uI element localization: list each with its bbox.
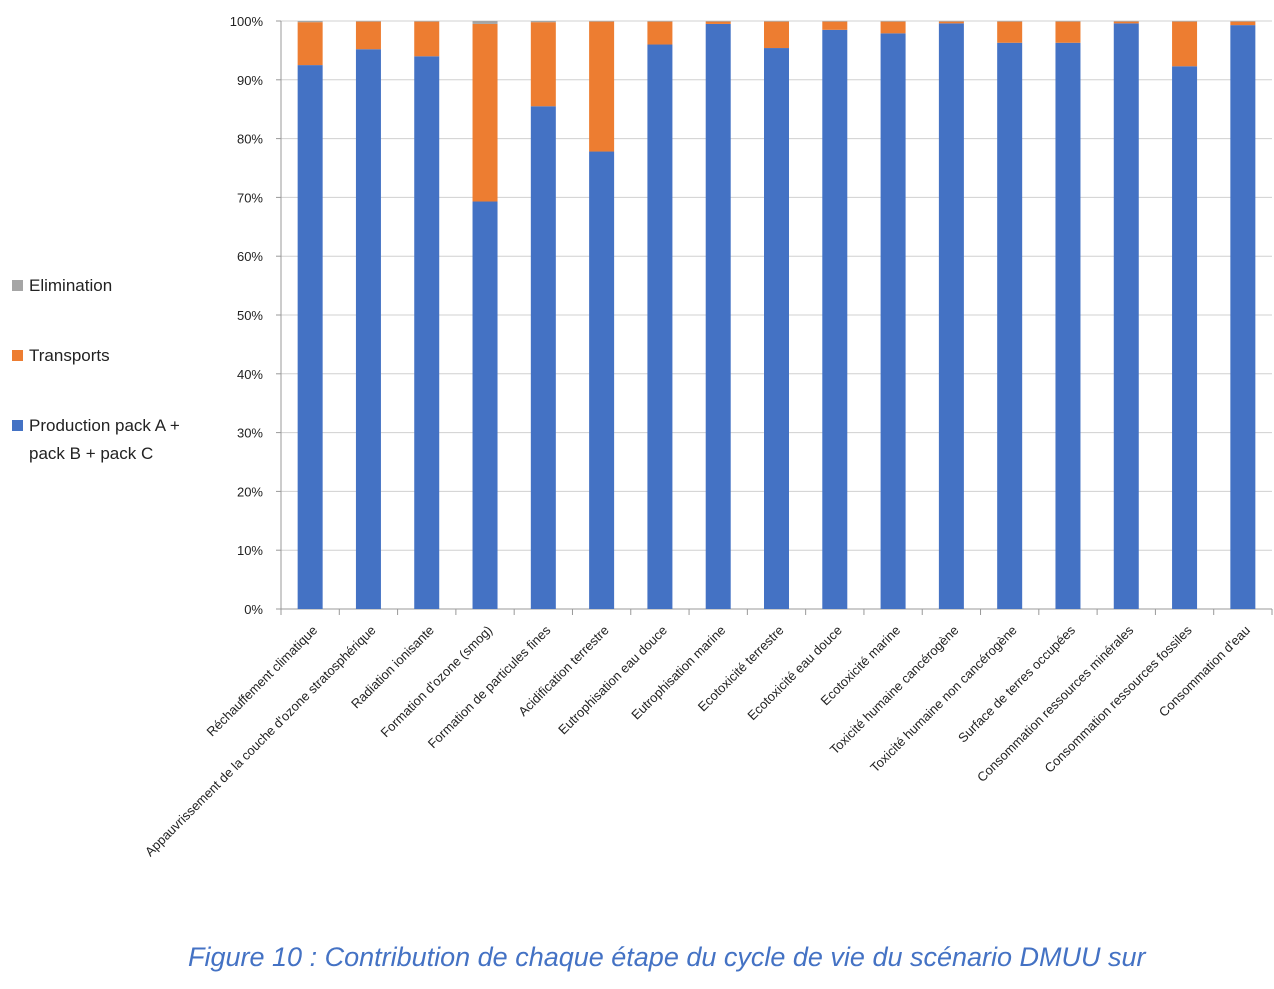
bar-segment [880, 33, 906, 609]
bar-segment [472, 23, 498, 202]
y-tick-label: 90% [237, 73, 263, 88]
bar-segment [1172, 21, 1198, 67]
bar-segment [1230, 25, 1256, 609]
bar-segment [1113, 21, 1139, 24]
bar-segment [297, 21, 323, 23]
bar-segment [764, 21, 789, 22]
bar-segment [1113, 21, 1139, 22]
y-tick-label: 60% [237, 249, 263, 264]
bar-segment [1172, 21, 1198, 22]
bar-segment [414, 21, 440, 57]
legend-item: Elimination [12, 272, 212, 300]
bar-segment [1230, 21, 1256, 26]
bar-segment [938, 23, 964, 610]
legend-swatch [12, 280, 23, 291]
x-tick-label: Formation d'ozone (smog) [378, 623, 496, 741]
bar-segment [705, 21, 731, 24]
bar-segment [997, 21, 1023, 22]
bar-segment [472, 201, 498, 610]
x-tick-label: Eutrophisation eau douce [555, 623, 670, 738]
bar-segment [530, 22, 556, 107]
bar-segment [355, 21, 381, 22]
bar-segment [705, 21, 731, 22]
bar-segment [414, 56, 440, 609]
bar-segment [1055, 21, 1081, 43]
y-tick-label: 80% [237, 132, 263, 147]
bar-segment [880, 21, 906, 34]
bar-segment [880, 21, 906, 22]
bar-segment [647, 21, 673, 22]
x-tick-label: Formation de particules fines [425, 622, 554, 751]
y-tick-label: 100% [230, 14, 264, 29]
y-tick-label: 30% [237, 426, 263, 441]
y-tick-label: 10% [237, 543, 263, 558]
bar-segment [472, 21, 498, 24]
bar-segment [589, 21, 615, 22]
legend-swatch [12, 420, 23, 431]
bar-segment [938, 21, 964, 22]
bar-segment [822, 29, 848, 609]
bar-segment [1172, 66, 1198, 609]
bar-segment [822, 21, 848, 22]
bar-segment [938, 21, 964, 24]
x-tick-label: Appauvrissement de la couche d'ozone str… [142, 623, 379, 860]
bar-segment [1230, 21, 1256, 22]
y-tick-label: 50% [237, 308, 263, 323]
x-tick-label: Ecotoxicité eau douce [744, 623, 845, 724]
caption: Figure 10 : Contribution de chaque étape… [188, 942, 1146, 972]
bar-segment [589, 151, 615, 609]
legend-label: Elimination [29, 276, 113, 295]
legend-label: Production pack A + pack B + pack C [29, 416, 180, 463]
bar-segment [1055, 21, 1081, 22]
legend-label: Transports [29, 346, 110, 365]
bar-segment [355, 21, 381, 50]
x-tick-label: Surface de terres occupées [955, 622, 1078, 745]
bar-segment [647, 21, 673, 45]
bar-segment [1055, 42, 1081, 610]
bar-segment [647, 44, 673, 609]
bar-segment [1113, 23, 1139, 610]
legend-item: Transports [12, 342, 212, 370]
bar-segment [997, 42, 1023, 610]
legend-item: Production pack A + pack B + pack C [12, 412, 212, 468]
bar-segment [414, 21, 440, 22]
y-tick-label: 70% [237, 190, 263, 205]
y-tick-label: 40% [237, 367, 263, 382]
bar-segment [297, 22, 323, 66]
x-tick-label: Réchauffement climatique [204, 623, 321, 740]
bar-segment [589, 21, 615, 152]
bar-segment [997, 21, 1023, 43]
y-tick-label: 0% [244, 602, 263, 617]
legend-swatch [12, 350, 23, 361]
bar-segment [764, 21, 789, 49]
bar-segment [530, 21, 556, 23]
bar-segment [764, 48, 789, 610]
y-tick-label: 20% [237, 484, 263, 499]
bar-segment [822, 21, 848, 30]
bar-segment [530, 106, 556, 609]
bar-segment [355, 49, 381, 609]
bar-segment [705, 23, 731, 609]
bar-segment [297, 65, 323, 610]
